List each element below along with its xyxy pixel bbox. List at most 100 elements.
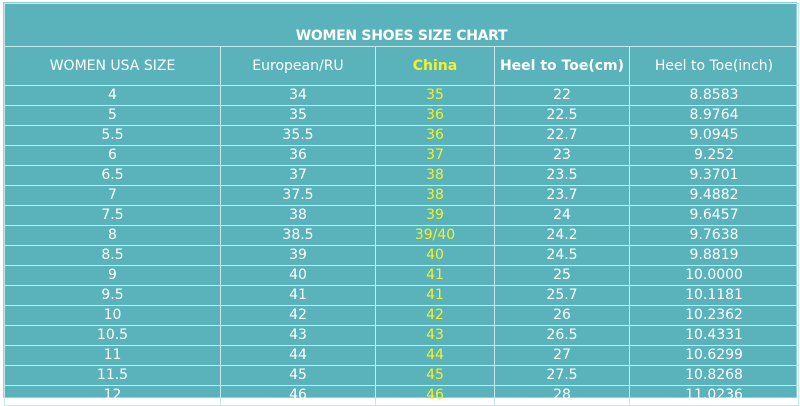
header-china: China xyxy=(375,46,495,86)
cell-china: 37 xyxy=(375,145,495,166)
cell-heel-to-toe-cm: 27 xyxy=(494,345,630,366)
table-row: 4 34 35 22 8.8583 xyxy=(4,85,800,106)
cell-heel-to-toe-inch: 8.9764 xyxy=(628,105,800,126)
cell-china: 36 xyxy=(375,105,495,126)
cell-heel-to-toe-inch: 10.1181 xyxy=(628,285,800,306)
cell-china: 38 xyxy=(375,185,495,206)
cell-european-ru: 34 xyxy=(220,85,376,106)
cell-heel-to-toe-cm: 22.7 xyxy=(494,125,630,146)
cell-china: 45 xyxy=(375,365,495,386)
cell-european-ru: 43 xyxy=(220,325,376,346)
cell-heel-to-toe-cm: 22 xyxy=(494,85,630,106)
cell-heel-to-toe-cm: 23.7 xyxy=(494,185,630,206)
cell-china: 43 xyxy=(375,325,495,346)
cell-heel-to-toe-cm: 28 xyxy=(494,385,630,406)
cell-heel-to-toe-inch: 9.3701 xyxy=(628,165,800,186)
table-row: 6 36 37 23 9.252 xyxy=(4,145,800,166)
table-row: 8.5 39 40 24.5 9.8819 xyxy=(4,245,800,266)
header-heel-to-toe-inch: Heel to Toe(inch) xyxy=(628,46,800,86)
cell-european-ru: 45 xyxy=(220,365,376,386)
cell-european-ru: 37.5 xyxy=(220,185,376,206)
cell-china: 41 xyxy=(375,265,495,286)
cell-heel-to-toe-inch: 8.8583 xyxy=(628,85,800,106)
cell-heel-to-toe-inch: 9.252 xyxy=(628,145,800,166)
cell-china: 42 xyxy=(375,305,495,326)
cell-heel-to-toe-inch: 11.0236 xyxy=(628,385,800,406)
cell-usa-size: 11 xyxy=(4,345,221,366)
cell-usa-size: 9.5 xyxy=(4,285,221,306)
size-table: WOMEN SHOES SIZE CHART WOMEN USA SIZE Eu… xyxy=(3,3,800,406)
cell-china: 39 xyxy=(375,205,495,226)
cell-usa-size: 8.5 xyxy=(4,245,221,266)
cell-heel-to-toe-inch: 9.0945 xyxy=(628,125,800,146)
cell-heel-to-toe-inch: 10.0000 xyxy=(628,265,800,286)
table-row: 11 44 44 27 10.6299 xyxy=(4,345,800,366)
cell-heel-to-toe-inch: 10.4331 xyxy=(628,325,800,346)
table-row: 12 46 46 28 11.0236 xyxy=(4,385,800,406)
cell-european-ru: 38.5 xyxy=(220,225,376,246)
cell-european-ru: 40 xyxy=(220,265,376,286)
cell-china: 44 xyxy=(375,345,495,366)
cell-heel-to-toe-cm: 24.2 xyxy=(494,225,630,246)
chart-title: WOMEN SHOES SIZE CHART xyxy=(3,3,800,47)
cell-european-ru: 46 xyxy=(220,385,376,406)
cell-heel-to-toe-cm: 25.7 xyxy=(494,285,630,306)
cell-european-ru: 38 xyxy=(220,205,376,226)
table-row: 5 35 36 22.5 8.9764 xyxy=(4,105,800,126)
table-row: 6.5 37 38 23.5 9.3701 xyxy=(4,165,800,186)
cell-usa-size: 5 xyxy=(4,105,221,126)
cell-heel-to-toe-inch: 9.7638 xyxy=(628,225,800,246)
cell-china: 35 xyxy=(375,85,495,106)
header-heel-to-toe-cm: Heel to Toe(cm) xyxy=(494,46,630,86)
cell-usa-size: 12 xyxy=(4,385,221,406)
cell-european-ru: 37 xyxy=(220,165,376,186)
cell-european-ru: 35.5 xyxy=(220,125,376,146)
header-usa-size: WOMEN USA SIZE xyxy=(4,46,221,86)
cell-heel-to-toe-cm: 24.5 xyxy=(494,245,630,266)
cell-heel-to-toe-inch: 10.8268 xyxy=(628,365,800,386)
cell-usa-size: 9 xyxy=(4,265,221,286)
cell-heel-to-toe-cm: 23.5 xyxy=(494,165,630,186)
cell-usa-size: 7.5 xyxy=(4,205,221,226)
cell-usa-size: 8 xyxy=(4,225,221,246)
cell-heel-to-toe-cm: 25 xyxy=(494,265,630,286)
cell-heel-to-toe-cm: 24 xyxy=(494,205,630,226)
cell-european-ru: 35 xyxy=(220,105,376,126)
cell-usa-size: 4 xyxy=(4,85,221,106)
table-row: 5.5 35.5 36 22.7 9.0945 xyxy=(4,125,800,146)
table-row: 7.5 38 39 24 9.6457 xyxy=(4,205,800,226)
cell-european-ru: 36 xyxy=(220,145,376,166)
cell-heel-to-toe-cm: 26 xyxy=(494,305,630,326)
cell-heel-to-toe-cm: 27.5 xyxy=(494,365,630,386)
cell-european-ru: 42 xyxy=(220,305,376,326)
cell-usa-size: 10.5 xyxy=(4,325,221,346)
cell-china: 38 xyxy=(375,165,495,186)
cell-european-ru: 39 xyxy=(220,245,376,266)
table-row: 11.5 45 45 27.5 10.8268 xyxy=(4,365,800,386)
cell-usa-size: 7 xyxy=(4,185,221,206)
table-row: 9 40 41 25 10.0000 xyxy=(4,265,800,286)
header-european-ru: European/RU xyxy=(220,46,376,86)
cell-china: 41 xyxy=(375,285,495,306)
cell-usa-size: 10 xyxy=(4,305,221,326)
size-chart: WOMEN SHOES SIZE CHART WOMEN USA SIZE Eu… xyxy=(3,2,800,406)
cell-usa-size: 6.5 xyxy=(4,165,221,186)
table-body: 4 34 35 22 8.8583 5 35 36 22.5 8.9764 5.5 35.5 36 22.… xyxy=(4,85,800,406)
cell-european-ru: 41 xyxy=(220,285,376,306)
cell-heel-to-toe-cm: 22.5 xyxy=(494,105,630,126)
table-row: 8 38.5 39/40 24.2 9.7638 xyxy=(4,225,800,246)
table-row: 10.5 43 43 26.5 10.4331 xyxy=(4,325,800,346)
cell-china: 46 xyxy=(375,385,495,406)
cell-usa-size: 11.5 xyxy=(4,365,221,386)
cell-china: 40 xyxy=(375,245,495,266)
table-row: 9.5 41 41 25.7 10.1181 xyxy=(4,285,800,306)
cell-heel-to-toe-inch: 9.8819 xyxy=(628,245,800,266)
cell-usa-size: 5.5 xyxy=(4,125,221,146)
cell-heel-to-toe-inch: 10.2362 xyxy=(628,305,800,326)
table-row: 10 42 42 26 10.2362 xyxy=(4,305,800,326)
cell-heel-to-toe-cm: 26.5 xyxy=(494,325,630,346)
cell-heel-to-toe-inch: 9.4882 xyxy=(628,185,800,206)
cell-heel-to-toe-cm: 23 xyxy=(494,145,630,166)
cell-european-ru: 44 xyxy=(220,345,376,366)
cell-heel-to-toe-inch: 9.6457 xyxy=(628,205,800,226)
